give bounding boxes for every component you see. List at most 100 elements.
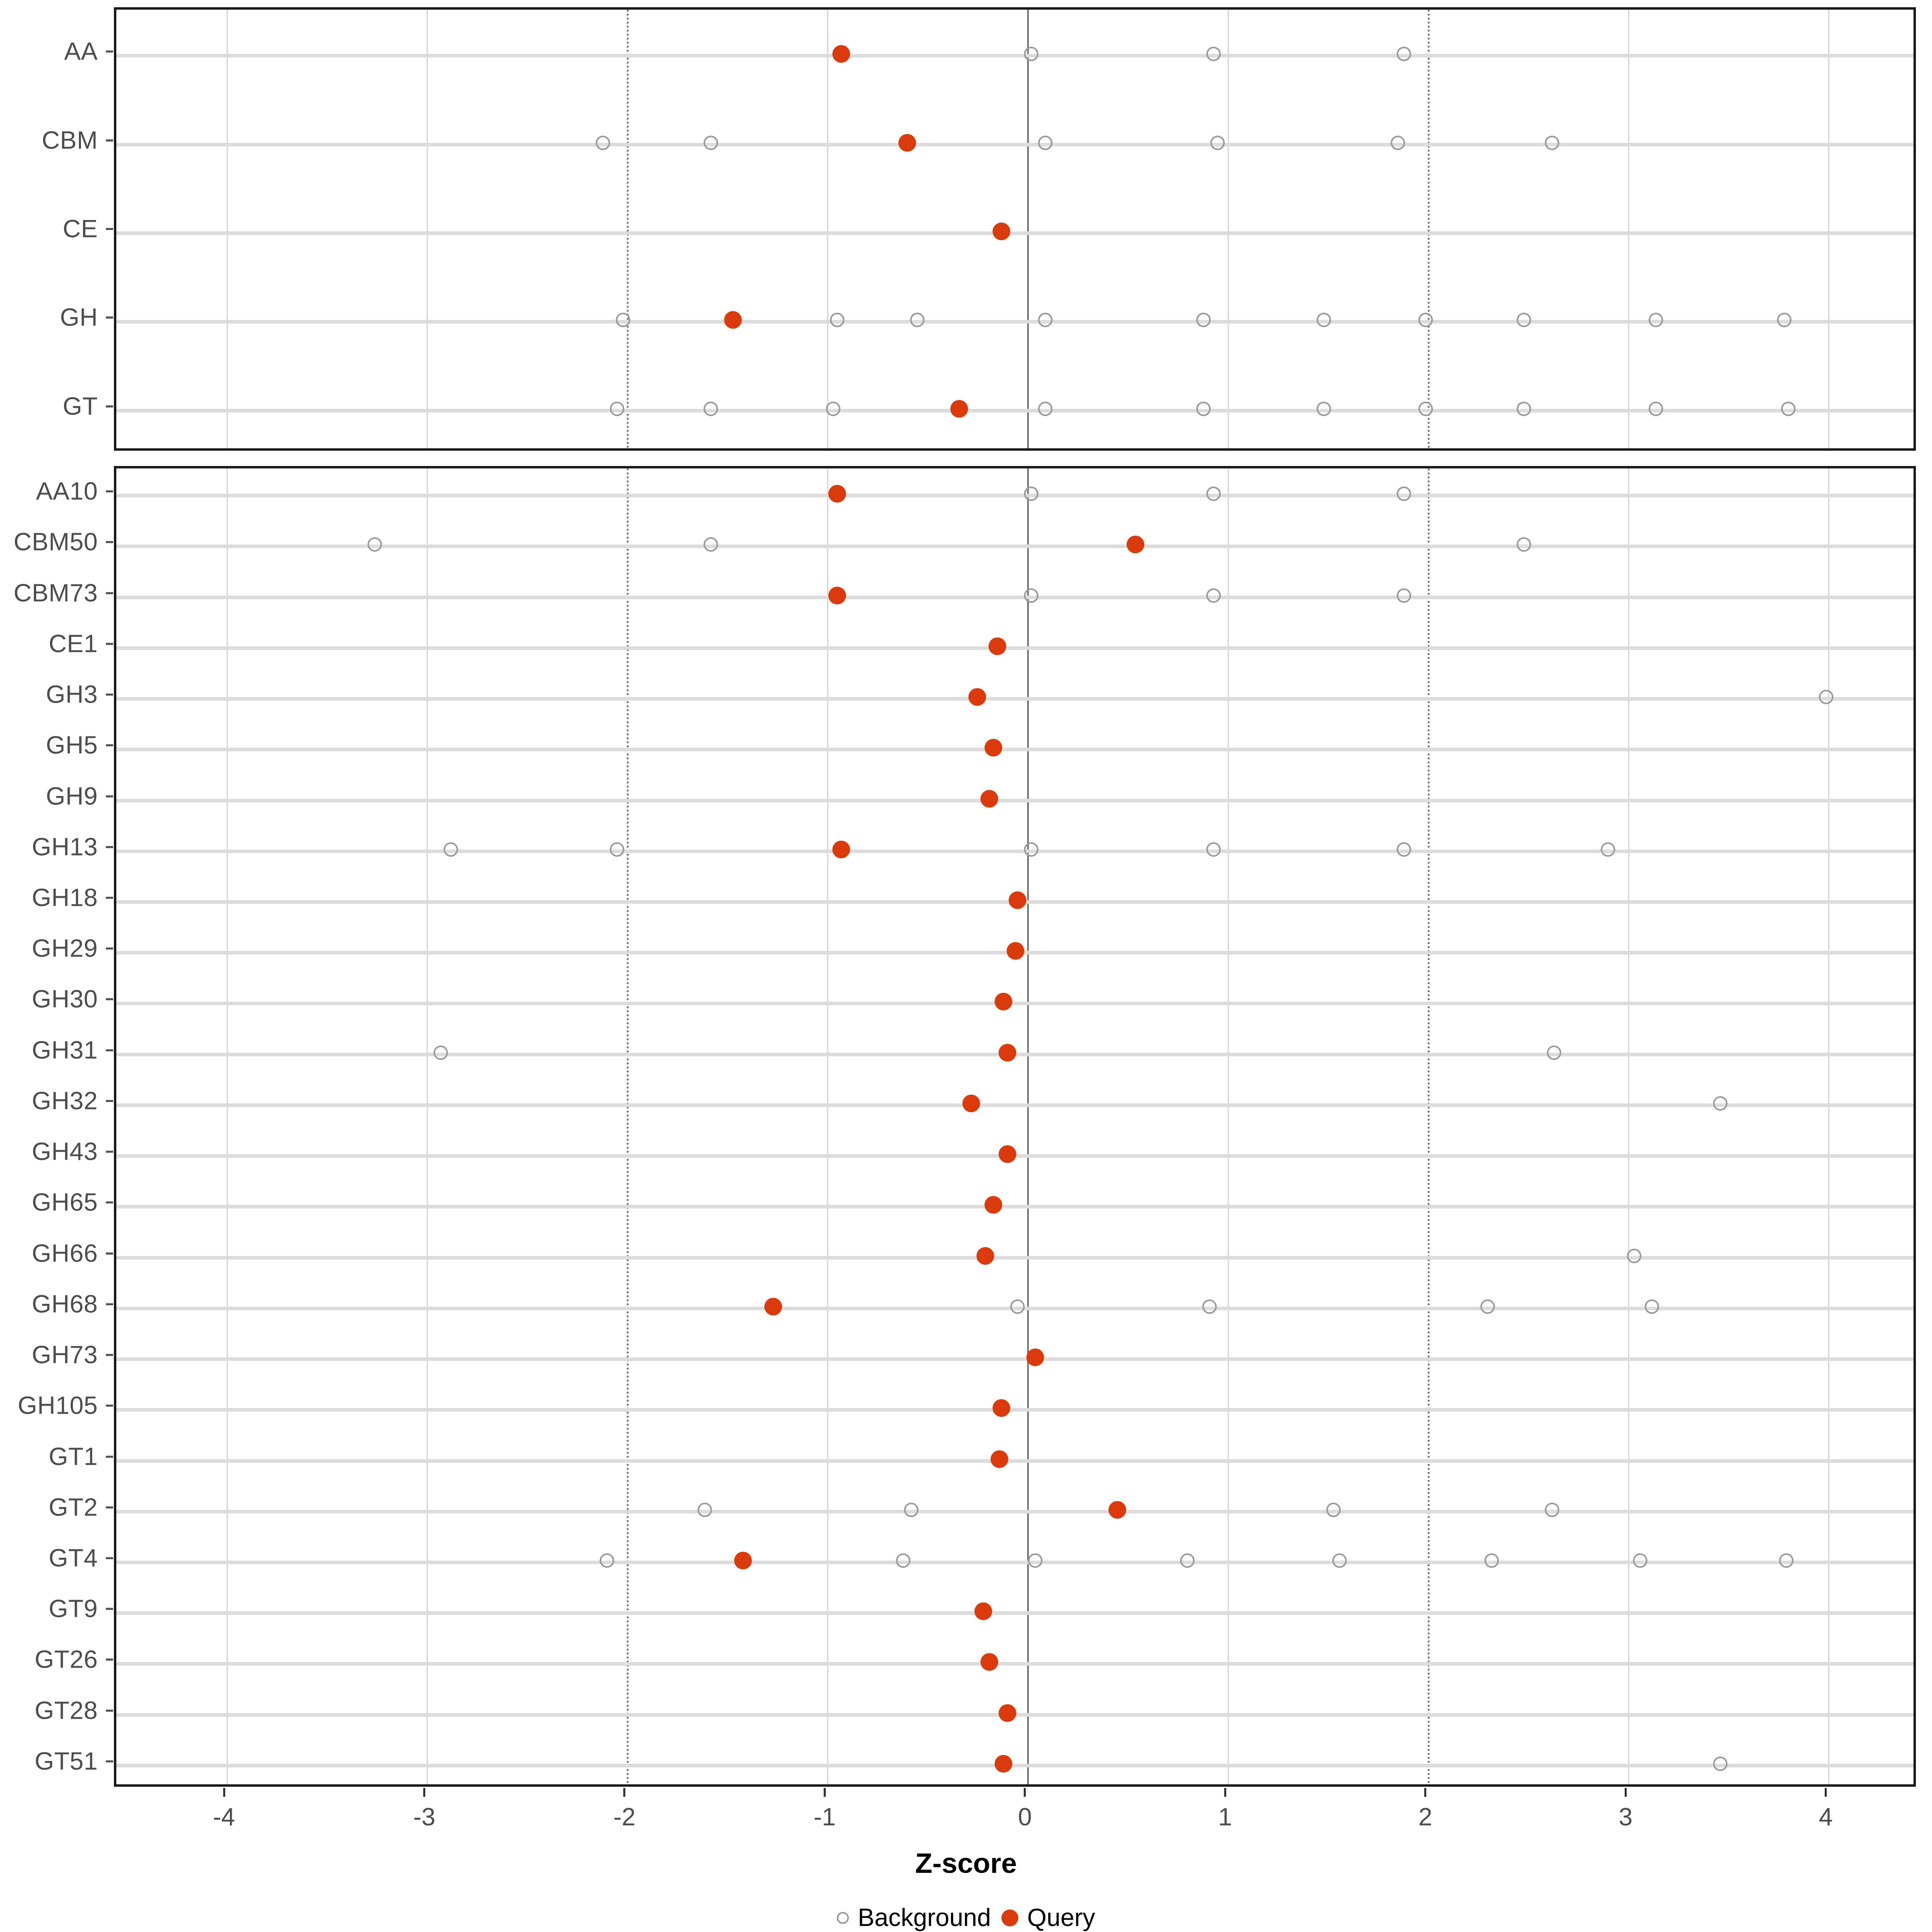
gridline-x--3 bbox=[427, 468, 428, 1784]
gridline-row-AA10 bbox=[116, 494, 1913, 498]
y-axis-label-GH13: GH13 bbox=[32, 833, 98, 861]
gridline-row-GT26 bbox=[116, 1662, 1913, 1666]
y-axis-label-GH32: GH32 bbox=[32, 1087, 98, 1115]
background-point-GH68 bbox=[1010, 1299, 1025, 1314]
gridline-row-GH9 bbox=[116, 798, 1913, 802]
y-axis-tick-GH29 bbox=[106, 947, 113, 950]
y-axis-tick-CBM50 bbox=[106, 541, 113, 543]
query-point-GH73 bbox=[1026, 1348, 1044, 1367]
x-axis-tick-label--1: -1 bbox=[813, 1803, 836, 1831]
y-axis-label-GH9: GH9 bbox=[46, 782, 98, 810]
x-axis-tick-label-2: 2 bbox=[1418, 1803, 1432, 1831]
gridline-x--3 bbox=[427, 10, 428, 448]
background-point-GH bbox=[1517, 313, 1532, 328]
query-point-GT1 bbox=[990, 1450, 1008, 1468]
y-axis-tick-GT28 bbox=[106, 1709, 113, 1712]
y-axis-label-GT9: GT9 bbox=[48, 1595, 98, 1623]
background-point-CBM73 bbox=[1024, 588, 1039, 603]
background-point-GH13 bbox=[1600, 842, 1615, 857]
background-point-GH66 bbox=[1627, 1248, 1641, 1263]
y-axis-label-GH30: GH30 bbox=[32, 985, 98, 1013]
x-axis-tick-4 bbox=[1825, 1788, 1827, 1797]
background-point-GT4 bbox=[896, 1553, 910, 1568]
gridline-row-GH66 bbox=[116, 1256, 1913, 1260]
background-point-GH bbox=[830, 313, 844, 328]
background-point-GT bbox=[1196, 401, 1211, 416]
query-point-GH bbox=[724, 311, 742, 329]
background-point-GH bbox=[1316, 313, 1331, 328]
query-point-GH32 bbox=[962, 1094, 980, 1112]
gridline-x-1 bbox=[1227, 10, 1229, 448]
background-point-CBM bbox=[1210, 135, 1225, 150]
query-point-AA10 bbox=[828, 485, 846, 503]
y-axis-tick-AA bbox=[106, 50, 113, 53]
background-point-GT bbox=[826, 401, 840, 416]
query-point-AA bbox=[832, 45, 850, 63]
background-point-CBM50 bbox=[1517, 537, 1532, 552]
background-point-CBM bbox=[1390, 135, 1405, 150]
query-point-GT4 bbox=[734, 1551, 752, 1569]
gridline-row-GH30 bbox=[116, 1002, 1913, 1006]
legend-key-background[interactable]: Background bbox=[837, 1903, 991, 1932]
y-axis-label-GH3: GH3 bbox=[46, 680, 98, 709]
x-axis-tick-2 bbox=[1424, 1788, 1426, 1797]
query-point-CBM bbox=[898, 134, 916, 152]
legend-label-background: Background bbox=[858, 1904, 991, 1932]
query-point-GT9 bbox=[974, 1602, 992, 1621]
background-point-CBM50 bbox=[367, 537, 382, 552]
query-point-CBM50 bbox=[1126, 536, 1144, 554]
query-point-GH68 bbox=[764, 1297, 782, 1315]
y-axis-label-AA10: AA10 bbox=[36, 477, 98, 505]
gridline-row-GT2 bbox=[116, 1509, 1913, 1513]
background-point-GH68 bbox=[1202, 1299, 1217, 1314]
y-axis-label-GT2: GT2 bbox=[48, 1493, 98, 1522]
x-axis-tick-3 bbox=[1624, 1788, 1627, 1797]
y-axis-tick-GH66 bbox=[106, 1252, 113, 1255]
background-point-AA bbox=[1024, 47, 1039, 62]
gridline-row-CBM50 bbox=[116, 544, 1913, 548]
background-point-GT4 bbox=[1180, 1553, 1195, 1568]
background-point-GT2 bbox=[1544, 1502, 1559, 1517]
y-axis-tick-GT4 bbox=[106, 1557, 113, 1559]
y-axis-label-CE1: CE1 bbox=[48, 630, 98, 658]
background-point-GT2 bbox=[698, 1502, 712, 1517]
background-point-GH bbox=[1038, 313, 1053, 328]
y-axis-label-GH18: GH18 bbox=[32, 884, 98, 912]
query-point-CE bbox=[992, 223, 1010, 240]
y-axis-tick-AA10 bbox=[106, 490, 113, 493]
background-point-GT2 bbox=[1326, 1502, 1341, 1517]
gridline-x--1 bbox=[827, 10, 828, 448]
query-point-GH66 bbox=[976, 1247, 994, 1265]
gridline-x-4 bbox=[1828, 10, 1830, 448]
gridline-row-CBM73 bbox=[116, 595, 1913, 599]
y-axis-tick-GH73 bbox=[106, 1354, 113, 1356]
y-axis-tick-GH32 bbox=[106, 1100, 113, 1102]
open-circle-icon bbox=[837, 1911, 849, 1924]
background-point-GH bbox=[1777, 313, 1792, 328]
query-point-CE1 bbox=[988, 637, 1006, 655]
background-point-GT bbox=[704, 401, 718, 416]
gridline-row-GT9 bbox=[116, 1611, 1913, 1615]
background-point-AA10 bbox=[1396, 487, 1411, 501]
query-point-GH9 bbox=[980, 790, 998, 808]
query-point-GH43 bbox=[998, 1145, 1016, 1163]
background-point-GH32 bbox=[1713, 1096, 1728, 1111]
y-axis-tick-GH9 bbox=[106, 795, 113, 797]
x-axis-tick-0 bbox=[1024, 1788, 1026, 1797]
background-point-GH13 bbox=[609, 842, 624, 857]
y-axis-tick-GH65 bbox=[106, 1201, 113, 1204]
background-point-GH68 bbox=[1645, 1299, 1660, 1314]
background-point-AA bbox=[1396, 47, 1411, 62]
query-point-GH5 bbox=[984, 739, 1002, 757]
x-axis-tick--1 bbox=[824, 1788, 826, 1797]
y-axis-tick-GH105 bbox=[106, 1404, 113, 1407]
legend-key-query[interactable]: Query bbox=[1001, 1903, 1095, 1932]
gridline-row-GT4 bbox=[116, 1560, 1913, 1564]
background-point-GT4 bbox=[1028, 1553, 1043, 1568]
query-point-GH65 bbox=[984, 1196, 1002, 1214]
y-axis-label-CE: CE bbox=[62, 215, 98, 243]
gridline-row-AA bbox=[116, 54, 1913, 58]
y-axis-tick-CBM bbox=[106, 139, 113, 142]
background-point-GT bbox=[609, 401, 624, 416]
y-axis-tick-GT2 bbox=[106, 1506, 113, 1509]
